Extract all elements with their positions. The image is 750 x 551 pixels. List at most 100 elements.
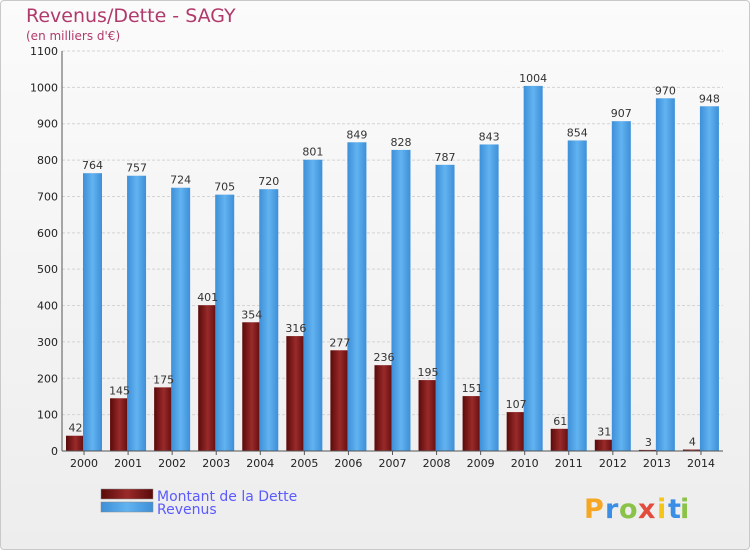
x-tick-label: 2002 <box>158 457 186 470</box>
value-label: 4 <box>689 436 696 449</box>
value-label: 948 <box>699 92 720 105</box>
value-label: 764 <box>82 159 103 172</box>
y-tick-label: 1100 <box>30 45 58 58</box>
value-label: 236 <box>373 351 394 364</box>
x-tick-label: 2008 <box>423 457 451 470</box>
y-tick-label: 800 <box>37 154 58 167</box>
logo-letter: i <box>680 494 689 525</box>
bar-dette <box>154 387 174 451</box>
bar-dette <box>110 398 130 451</box>
value-label: 151 <box>462 382 483 395</box>
bar-dette <box>242 322 262 451</box>
chart-title: Revenus/Dette - SAGY <box>26 5 236 27</box>
y-tick-label: 400 <box>37 300 58 313</box>
logo-letter: t <box>668 494 681 525</box>
bar-dette <box>286 336 306 451</box>
y-tick-label: 600 <box>37 227 58 240</box>
bar-revenus <box>171 187 191 451</box>
bar-revenus <box>655 98 675 451</box>
value-label: 354 <box>241 308 262 321</box>
value-label: 757 <box>126 162 147 175</box>
bar-dette <box>66 435 85 451</box>
value-label: 31 <box>597 426 611 439</box>
value-label: 401 <box>197 291 218 304</box>
y-tick-label: 100 <box>37 409 58 422</box>
bar-dette <box>330 350 350 451</box>
x-axis-ticks: 2000 2001 2002 2003 2004 2005 2006 2007 2008 2009… <box>70 451 715 470</box>
bar-dette <box>374 365 394 451</box>
bar-revenus <box>567 140 587 452</box>
value-label: 970 <box>655 84 676 97</box>
logo-letter: P <box>584 494 604 525</box>
bar-revenus <box>215 194 235 452</box>
value-label: 720 <box>258 175 279 188</box>
y-tick-label: 300 <box>37 336 58 349</box>
x-tick-label: 2005 <box>290 457 318 470</box>
bar-dette <box>506 412 526 451</box>
x-tick-label: 2000 <box>70 457 98 470</box>
bar-revenus <box>391 149 411 451</box>
value-label: 3 <box>645 436 652 449</box>
bar-dette <box>638 449 658 451</box>
x-tick-label: 2006 <box>334 457 362 470</box>
value-label: 175 <box>153 373 174 386</box>
x-tick-label: 2014 <box>687 457 715 470</box>
axes <box>61 51 723 452</box>
value-label: 849 <box>346 128 367 141</box>
y-tick-label: 1000 <box>30 81 58 94</box>
y-tick-label: 200 <box>37 372 58 385</box>
logo-letter: i <box>657 494 666 525</box>
bar-dette <box>462 396 482 451</box>
value-label: 107 <box>506 398 527 411</box>
value-label: 787 <box>435 151 456 164</box>
bar-revenus <box>347 142 367 452</box>
value-label: 854 <box>567 126 588 139</box>
bar-dette <box>198 305 218 451</box>
legend-label: Montant de la Dette <box>157 489 297 505</box>
bar-revenus <box>523 85 543 451</box>
bar-dette <box>682 449 702 451</box>
x-tick-label: 2001 <box>114 457 142 470</box>
value-label: 1004 <box>519 72 547 85</box>
bar-revenus <box>127 175 147 451</box>
value-label: 801 <box>302 146 323 159</box>
x-tick-label: 2010 <box>511 457 539 470</box>
value-label: 907 <box>611 107 632 120</box>
logo-letter: x <box>638 494 655 525</box>
chart-subtitle: (en milliers d'€) <box>26 29 121 43</box>
x-tick-label: 2007 <box>379 457 407 470</box>
bar-revenus <box>699 106 719 451</box>
bars <box>66 85 719 452</box>
value-label: 828 <box>390 136 411 149</box>
value-label: 277 <box>329 336 350 349</box>
x-tick-label: 2003 <box>202 457 230 470</box>
value-label: 843 <box>479 130 500 143</box>
bar-revenus <box>611 121 631 451</box>
value-label: 42 <box>69 422 83 435</box>
x-tick-label: 2011 <box>555 457 583 470</box>
y-tick-label: 0 <box>51 445 58 458</box>
y-tick-label: 500 <box>37 263 58 276</box>
x-tick-label: 2009 <box>467 457 495 470</box>
y-tick-label: 900 <box>37 118 58 131</box>
x-tick-label: 2013 <box>643 457 671 470</box>
logo-letter: o <box>619 494 638 525</box>
bar-dette <box>594 439 614 451</box>
value-label: 316 <box>285 322 306 335</box>
y-axis-ticks: 0 100 200 300 400 500 600 700 800 900 1000 1100 <box>30 45 58 458</box>
value-label: 705 <box>214 181 235 194</box>
legend-label: Revenus <box>157 502 217 518</box>
value-label: 724 <box>170 174 191 187</box>
bar-revenus <box>259 189 279 451</box>
bar-revenus <box>83 173 102 451</box>
value-label: 195 <box>418 366 439 379</box>
value-label: 145 <box>109 384 130 397</box>
value-labels: 42 764 145 757 175 724 401 705 354 720 316 801 277 84… <box>69 72 720 449</box>
legend-swatch <box>100 488 154 500</box>
legend-swatch <box>100 501 154 513</box>
value-label: 61 <box>553 415 567 428</box>
